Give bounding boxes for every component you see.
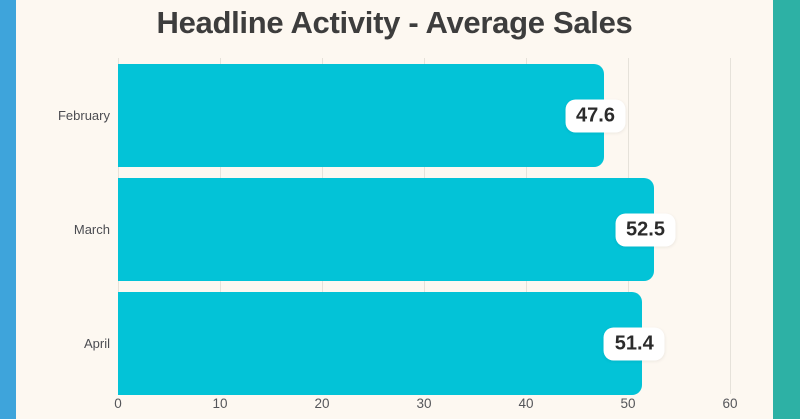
value-badge: 51.4 — [603, 327, 665, 360]
left-accent-stripe — [0, 0, 16, 419]
x-tick-label: 60 — [722, 396, 738, 411]
x-tick-label: 20 — [314, 396, 330, 411]
x-tick-label: 50 — [620, 396, 636, 411]
x-tick-label: 30 — [416, 396, 432, 411]
category-label: March — [73, 222, 110, 237]
x-tick-label: 10 — [212, 396, 228, 411]
value-badge: 52.5 — [615, 213, 676, 246]
bar-february — [118, 64, 604, 167]
category-label: April — [83, 336, 110, 351]
value-badge: 47.6 — [565, 99, 626, 132]
chart-title: Headline Activity - Average Sales — [156, 5, 633, 40]
x-tick-label: 40 — [518, 396, 534, 411]
gridline — [729, 58, 731, 394]
bar-april — [118, 292, 643, 395]
category-label: February — [57, 108, 110, 123]
x-tick-label: 0 — [114, 396, 122, 411]
bar-march — [118, 178, 654, 281]
right-accent-stripe — [773, 0, 800, 419]
